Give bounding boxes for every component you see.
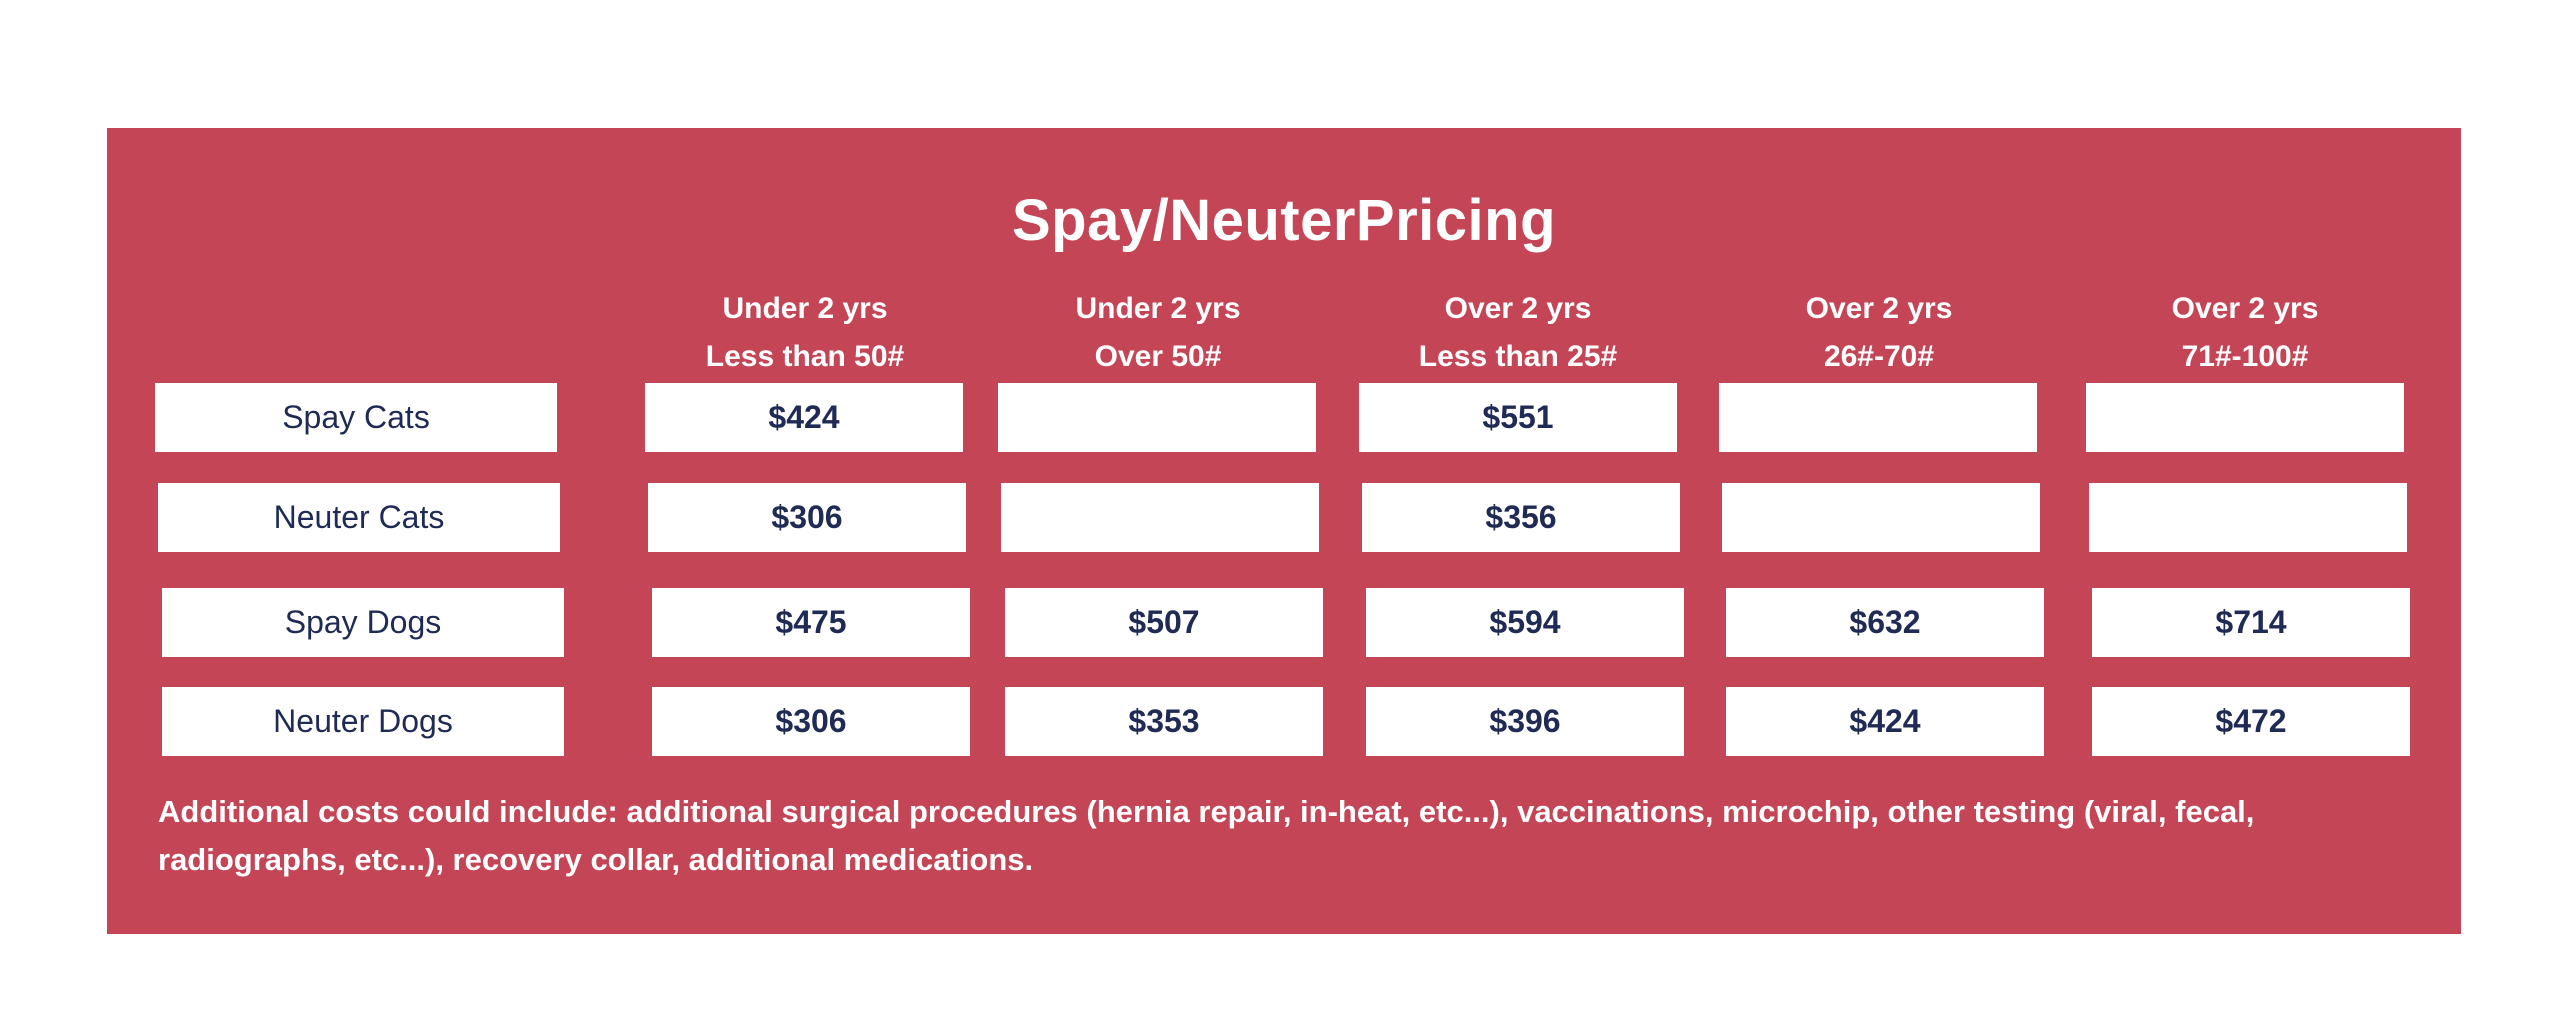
row-label-neuter-dogs: Neuter Dogs	[162, 687, 564, 756]
pricing-panel: Spay/NeuterPricing Under 2 yrs Less than…	[107, 128, 2461, 934]
page-title: Spay/NeuterPricing	[1011, 188, 1557, 253]
column-header-age: Over 2 yrs	[1805, 292, 1953, 325]
price-cell	[998, 383, 1316, 452]
price-cell: $475	[652, 588, 970, 657]
column-header-3: Over 2 yrs Less than 25#	[1358, 285, 1678, 381]
price-cell	[1001, 483, 1319, 552]
price-cell: $356	[1362, 483, 1680, 552]
price-cell: $306	[652, 687, 970, 756]
row-label-spay-cats: Spay Cats	[155, 383, 557, 452]
price-cell	[1719, 383, 2037, 452]
column-header-weight: 26#-70#	[1823, 340, 1935, 373]
row-label-spay-dogs: Spay Dogs	[162, 588, 564, 657]
price-cell: $424	[645, 383, 963, 452]
column-header-age: Over 2 yrs	[2171, 292, 2319, 325]
price-cell	[2089, 483, 2407, 552]
additional-costs-note: Additional costs could include: addition…	[158, 794, 2255, 877]
column-header-age: Over 2 yrs	[1444, 292, 1592, 325]
price-cell: $472	[2092, 687, 2410, 756]
price-cell	[1722, 483, 2040, 552]
column-header-weight: Less than 50#	[705, 340, 905, 373]
column-header-1: Under 2 yrs Less than 50#	[645, 285, 965, 381]
price-cell: $353	[1005, 687, 1323, 756]
column-header-age: Under 2 yrs	[722, 292, 888, 325]
price-cell: $424	[1726, 687, 2044, 756]
price-cell: $306	[648, 483, 966, 552]
price-cell: $714	[2092, 588, 2410, 657]
column-header-age: Under 2 yrs	[1075, 292, 1241, 325]
price-cell: $396	[1366, 687, 1684, 756]
column-header-4: Over 2 yrs 26#-70#	[1719, 285, 2039, 381]
row-label-neuter-cats: Neuter Cats	[158, 483, 560, 552]
column-header-weight: 71#-100#	[2181, 340, 2309, 373]
price-cell: $632	[1726, 588, 2044, 657]
column-header-weight: Less than 25#	[1418, 340, 1618, 373]
column-header-5: Over 2 yrs 71#-100#	[2085, 285, 2405, 381]
price-cell: $507	[1005, 588, 1323, 657]
price-cell: $551	[1359, 383, 1677, 452]
column-header-2: Under 2 yrs Over 50#	[998, 285, 1318, 381]
column-header-weight: Over 50#	[1094, 340, 1222, 373]
price-cell: $594	[1366, 588, 1684, 657]
price-cell	[2086, 383, 2404, 452]
